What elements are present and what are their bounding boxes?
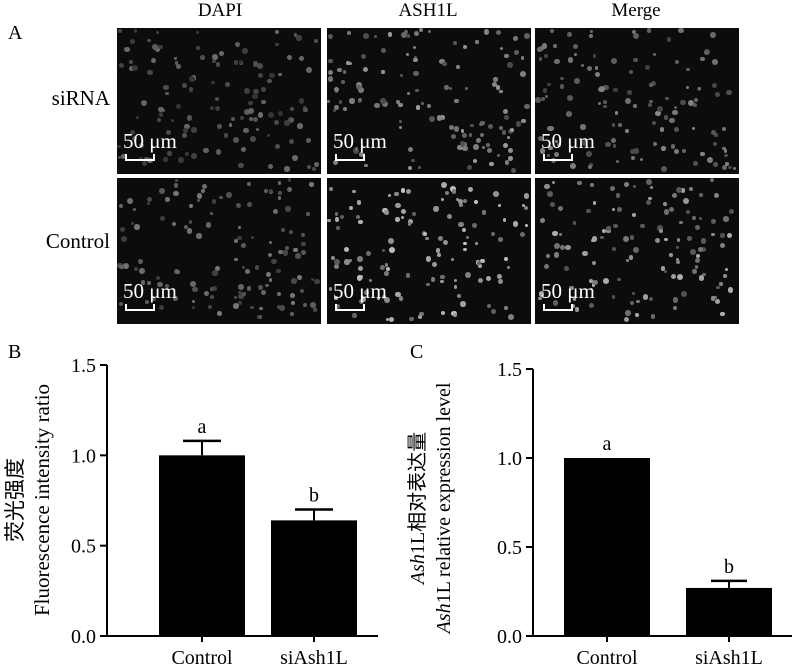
y-tick-label: 1.5 — [497, 359, 522, 381]
y-axis-label-chinese: Ash1L相对表达量 — [406, 432, 429, 586]
y-tick-label: 0.0 — [71, 626, 96, 648]
scale-bar-line — [125, 304, 127, 311]
significance-label: b — [724, 556, 734, 578]
scale-bar-label: 50 μm — [333, 129, 387, 153]
chart-fluorescence-intensity: 0.0 0.5 1.0 1.5 a Control b siAsh1L 荧光强度 Fluoresc… — [3, 355, 378, 669]
scale-bar-line — [153, 154, 155, 161]
y-axis-label-gene-italic: Ash — [433, 603, 455, 635]
scale-bar-line — [571, 154, 573, 161]
panel-c-letter: C — [410, 341, 424, 363]
panel-a-letter: A — [8, 22, 23, 44]
scale-bar-line — [335, 309, 365, 311]
scale-bar-line — [543, 304, 545, 311]
row-label-sirna: siRNA — [51, 86, 110, 110]
y-tick-label: 1.0 — [71, 445, 96, 467]
y-tick-label: 0.0 — [497, 626, 522, 648]
chart-ash1l-relative-expression: 0.00.51.01.5aControlbsiAsh1LAsh1L相对表达量As… — [406, 359, 792, 669]
micrograph-control-ash1l: 50 μm — [327, 178, 531, 324]
x-tick-label: siAsh1L — [280, 647, 348, 669]
y-axis-label-rest: 1L相对表达量 — [406, 432, 429, 554]
bar-siash1l — [271, 520, 357, 636]
scale-bar-label: 50 μm — [541, 129, 595, 153]
micrograph-control-merge: 50 μm — [535, 178, 739, 324]
y-tick-label: 1.0 — [497, 448, 522, 470]
y-tick-label: 0.5 — [497, 537, 522, 559]
scale-bar-line — [363, 154, 365, 161]
significance-label: a — [198, 416, 207, 438]
panel-b-letter: B — [8, 341, 22, 363]
scale-bar-line — [125, 309, 155, 311]
y-tick-label: 1.5 — [71, 355, 96, 377]
y-axis-label-gene-italic: Ash — [407, 554, 429, 586]
micrograph-sirna-ash1l: 50 μm — [327, 28, 531, 174]
bar-siash1l — [686, 587, 772, 636]
significance-label: a — [603, 433, 612, 455]
scale-bar-line — [335, 159, 365, 161]
micrograph-control-dapi: 50 μm — [117, 178, 321, 324]
column-header-merge: Merge — [611, 0, 661, 21]
scale-bar-line — [125, 154, 127, 161]
row-label-control: Control — [45, 229, 110, 253]
scale-bar-label: 50 μm — [541, 279, 595, 303]
bar-control — [564, 458, 650, 636]
scale-bar-line — [363, 304, 365, 311]
scale-bar-label: 50 μm — [333, 279, 387, 303]
scale-bar-line — [335, 304, 337, 311]
scale-bar-line — [153, 304, 155, 311]
micrograph-sirna-dapi: 50 μm — [117, 28, 321, 174]
scale-bar-line — [335, 154, 337, 161]
significance-label: b — [309, 485, 319, 507]
y-axis-label-english: Fluorescence intensity ratio — [30, 384, 54, 616]
x-tick-label: Control — [171, 647, 233, 669]
column-header-ash1l: ASH1L — [398, 0, 458, 21]
scale-bar-line — [543, 159, 573, 161]
scale-bar-line — [125, 159, 155, 161]
scale-bar-line — [543, 309, 573, 311]
column-header-dapi: DAPI — [197, 0, 243, 21]
y-tick-label: 0.5 — [71, 536, 96, 558]
scale-bar-line — [571, 304, 573, 311]
micrograph-sirna-merge: 50 μm — [535, 28, 739, 174]
y-axis-label-rest: 1L relative expression level — [433, 382, 455, 603]
y-axis-label-chinese: 荧光强度 — [3, 458, 27, 542]
y-axis-label-english: Ash1L relative expression level — [433, 382, 455, 635]
bar-control — [159, 455, 245, 636]
x-tick-label: Control — [576, 647, 638, 669]
scale-bar-line — [543, 154, 545, 161]
scale-bar-label: 50 μm — [123, 129, 177, 153]
scale-bar-label: 50 μm — [123, 279, 177, 303]
x-tick-label: siAsh1L — [695, 647, 763, 669]
